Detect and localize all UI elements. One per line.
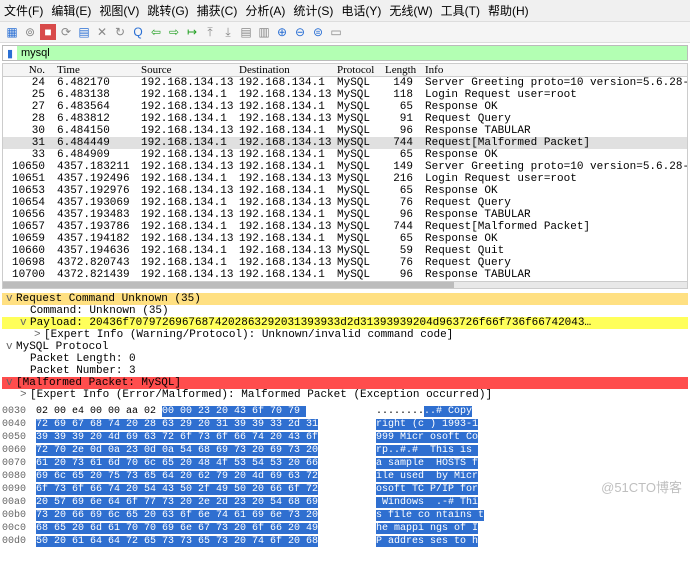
packet-bytes-hexdump: 003002 00 e4 00 00 aa 02 00 00 23 20 43 … xyxy=(2,405,688,548)
tree-item[interactable]: Packet Number: 3 xyxy=(2,365,688,377)
menu-item[interactable]: 文件(F) xyxy=(4,4,43,18)
packet-list: No. Time Source Destination Protocol Len… xyxy=(2,63,688,289)
tree-item[interactable]: Packet Length: 0 xyxy=(2,353,688,365)
last-icon[interactable]: ⤓ xyxy=(220,24,236,40)
filter-icon[interactable]: ▮ xyxy=(3,47,17,60)
packet-row[interactable]: 106544357.193069192.168.134.1192.168.134… xyxy=(3,197,687,209)
packet-row[interactable]: 306.484150192.168.134.132192.168.134.1My… xyxy=(3,125,687,137)
packet-row[interactable]: 106984372.820743192.168.134.1192.168.134… xyxy=(3,257,687,269)
packet-row[interactable]: 106604357.194636192.168.134.1192.168.134… xyxy=(3,245,687,257)
hex-row[interactable]: 00c068 65 20 6d 61 70 70 69 6e 67 73 20 … xyxy=(2,522,688,535)
stop-icon[interactable]: ■ xyxy=(40,24,56,40)
packet-row[interactable]: 106564357.193483192.168.134.132192.168.1… xyxy=(3,209,687,221)
hex-row[interactable]: 007061 20 73 61 6d 70 6c 65 20 48 4f 53 … xyxy=(2,457,688,470)
hex-row[interactable]: 005039 39 39 20 4d 69 63 72 6f 73 6f 66 … xyxy=(2,431,688,444)
col-info[interactable]: Info xyxy=(419,64,687,76)
reload-icon[interactable]: ↻ xyxy=(112,24,128,40)
hex-row[interactable]: 00a020 57 69 6e 64 6f 77 73 20 2e 2d 23 … xyxy=(2,496,688,509)
packet-row[interactable]: 106594357.194182192.168.134.132192.168.1… xyxy=(3,233,687,245)
packet-row[interactable]: 316.484449192.168.134.1192.168.134.132My… xyxy=(3,137,687,149)
hex-row[interactable]: 008069 6c 65 20 75 73 65 64 20 62 79 20 … xyxy=(2,470,688,483)
hex-row[interactable]: 003002 00 e4 00 00 aa 02 00 00 23 20 43 … xyxy=(2,405,688,418)
find-icon[interactable]: Q xyxy=(130,24,146,40)
hex-row[interactable]: 00b073 20 66 69 6c 65 20 63 6f 6e 74 61 … xyxy=(2,509,688,522)
hex-row[interactable]: 004072 69 67 68 74 20 28 63 29 20 31 39 … xyxy=(2,418,688,431)
packet-row[interactable]: 286.483812192.168.134.1192.168.134.132My… xyxy=(3,113,687,125)
menu-item[interactable]: 跳转(G) xyxy=(147,4,188,18)
tree-item[interactable]: v[Malformed Packet: MySQL] xyxy=(2,377,688,389)
packet-list-hscroll[interactable] xyxy=(3,281,687,288)
packet-row[interactable]: 246.482170192.168.134.132192.168.134.1My… xyxy=(3,77,687,89)
prev-icon[interactable]: ⇦ xyxy=(148,24,164,40)
toolbar: ▦ ⊚ ■ ⟳ ▤ ✕ ↻ Q ⇦ ⇨ ↦ ⤒ ⤓ ▤ ▥ ⊕ ⊖ ⊜ ▭ xyxy=(0,22,690,43)
hex-row[interactable]: 006072 70 2e 0d 0a 23 0d 0a 54 68 69 73 … xyxy=(2,444,688,457)
save-icon[interactable]: ▤ xyxy=(76,24,92,40)
col-src[interactable]: Source xyxy=(135,64,233,76)
packet-row[interactable]: 256.483138192.168.134.1192.168.134.132My… xyxy=(3,89,687,101)
menu-item[interactable]: 视图(V) xyxy=(99,4,139,18)
packet-row[interactable]: 106574357.193786192.168.134.1192.168.134… xyxy=(3,221,687,233)
menu-item[interactable]: 统计(S) xyxy=(293,4,333,18)
resize-icon[interactable]: ▭ xyxy=(328,24,344,40)
colorize-icon[interactable]: ▥ xyxy=(256,24,272,40)
menu-item[interactable]: 帮助(H) xyxy=(488,4,529,18)
menu-bar: 文件(F) 编辑(E) 视图(V) 跳转(G) 捕获(C) 分析(A) 统计(S) 电话(Y)… xyxy=(0,0,690,22)
menu-item[interactable]: 无线(W) xyxy=(389,4,432,18)
col-time[interactable]: Time xyxy=(51,64,135,76)
autoscroll-icon[interactable]: ▤ xyxy=(238,24,254,40)
zoom100-icon[interactable]: ⊜ xyxy=(310,24,326,40)
first-icon[interactable]: ⤒ xyxy=(202,24,218,40)
tree-item[interactable]: vPayload: 20436f707972696768742028632920… xyxy=(2,317,688,329)
packet-row[interactable]: 336.484909192.168.134.132192.168.134.1My… xyxy=(3,149,687,161)
packet-row[interactable]: 106534357.192976192.168.134.132192.168.1… xyxy=(3,185,687,197)
tree-item[interactable]: vRequest Command Unknown (35) xyxy=(2,293,688,305)
tree-item[interactable]: >[Expert Info (Error/Malformed): Malform… xyxy=(2,389,688,401)
menu-item[interactable]: 分析(A) xyxy=(245,4,285,18)
zoomin-icon[interactable]: ⊕ xyxy=(274,24,290,40)
restart-icon[interactable]: ⟳ xyxy=(58,24,74,40)
packet-row[interactable]: 106514357.192496192.168.134.1192.168.134… xyxy=(3,173,687,185)
hex-row[interactable]: 00906f 73 6f 66 74 20 54 43 50 2f 49 50 … xyxy=(2,483,688,496)
tree-item[interactable]: >[Expert Info (Warning/Protocol): Unknow… xyxy=(2,329,688,341)
menu-item[interactable]: 捕获(C) xyxy=(197,4,238,18)
col-dst[interactable]: Destination xyxy=(233,64,331,76)
file-icon[interactable]: ▦ xyxy=(4,24,20,40)
tree-item[interactable]: vMySQL Protocol xyxy=(2,341,688,353)
col-proto[interactable]: Protocol xyxy=(331,64,379,76)
col-no[interactable]: No. xyxy=(3,64,51,76)
packet-row[interactable]: 276.483564192.168.134.132192.168.134.1My… xyxy=(3,101,687,113)
packet-row[interactable]: 107004372.821439192.168.134.132192.168.1… xyxy=(3,269,687,281)
col-len[interactable]: Length xyxy=(379,64,419,76)
menu-item[interactable]: 电话(Y) xyxy=(341,4,381,18)
tree-item[interactable]: Command: Unknown (35) xyxy=(2,305,688,317)
jump-icon[interactable]: ↦ xyxy=(184,24,200,40)
folder-icon[interactable]: ⊚ xyxy=(22,24,38,40)
hex-row[interactable]: 00d050 20 61 64 64 72 65 73 73 65 73 20 … xyxy=(2,535,688,548)
watermark: @51CTO博客 xyxy=(601,477,682,496)
zoomout-icon[interactable]: ⊖ xyxy=(292,24,308,40)
packet-row[interactable]: 106504357.183211192.168.134.132192.168.1… xyxy=(3,161,687,173)
display-filter-bar: ▮ xyxy=(2,45,688,61)
close-icon[interactable]: ✕ xyxy=(94,24,110,40)
next-icon[interactable]: ⇨ xyxy=(166,24,182,40)
menu-item[interactable]: 编辑(E) xyxy=(51,4,91,18)
packet-details-tree: vRequest Command Unknown (35) Command: U… xyxy=(2,293,688,401)
display-filter-input[interactable] xyxy=(17,46,687,60)
packet-list-header: No. Time Source Destination Protocol Len… xyxy=(3,64,687,77)
menu-item[interactable]: 工具(T) xyxy=(441,4,480,18)
